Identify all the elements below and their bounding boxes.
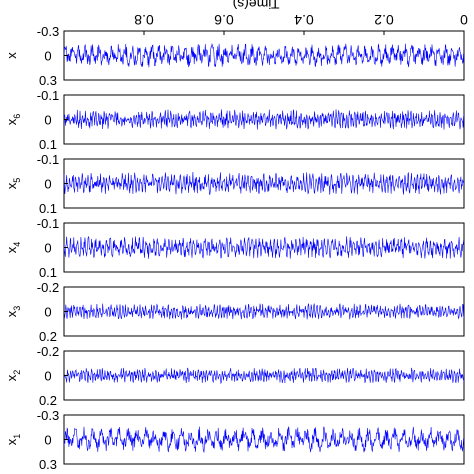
- y-tick-label-x_3-1: 0: [44, 305, 51, 320]
- y-tick-label-x_6-1: 0: [44, 113, 51, 128]
- signal-line-x_2: [63, 367, 465, 385]
- y-axis-label-main: x: [4, 246, 19, 253]
- y-tick-label-x_2-2: 0.2: [39, 393, 57, 408]
- y-axis-label-subscript: 1: [12, 434, 22, 439]
- y-tick-label-x_6-2: 0.1: [39, 137, 57, 152]
- y-axis-label-x_1: x1: [4, 434, 22, 446]
- signal-line-x: [63, 43, 465, 68]
- signal-line-x_1: [63, 426, 465, 453]
- y-tick-label-x_1-2: 0.3: [39, 457, 57, 472]
- y-axis-label-subscript: 3: [12, 306, 22, 311]
- panel-x_6: -0.1 0 0.1 x6: [4, 88, 465, 152]
- y-axis-label-x: x: [4, 52, 19, 59]
- x-tick-label-1: 0.2: [374, 12, 394, 28]
- y-tick-label-x_4-1: 0: [44, 241, 51, 256]
- y-tick-label-x_3-2: 0.2: [39, 329, 57, 344]
- y-tick-label-x_5-1: 0: [44, 177, 51, 192]
- y-tick-label-x_1-0: -0.3: [37, 408, 59, 423]
- panel-x_1: -0.3 0 0.3 x1: [4, 408, 465, 472]
- y-axis-label-main: x: [4, 374, 19, 381]
- y-axis-label-main: x: [4, 52, 19, 59]
- panel-x_2: -0.2 0 0.2 x2: [4, 344, 465, 408]
- y-axis-label-main: x: [4, 310, 19, 317]
- panels-group: -0.300.3x1-0.200.2x2-0.200.2x3-0.100.1x4…: [4, 24, 465, 472]
- y-tick-label-x_5-2: 0.1: [39, 201, 57, 216]
- y-tick-label-x_2-0: -0.2: [37, 344, 59, 359]
- signal-line-x_6: [63, 109, 465, 130]
- y-tick-label-x_6-0: -0.1: [37, 88, 59, 103]
- y-axis-label-main: x: [4, 182, 19, 189]
- y-tick-label-x_2-1: 0: [44, 369, 51, 384]
- x-tick-label-2: 0.4: [294, 12, 314, 28]
- y-axis-label-x_3: x3: [4, 306, 22, 318]
- panel-x: -0.3 0 0.3 x: [4, 24, 465, 88]
- panel-x_5: -0.1 0 0.1 x5: [4, 152, 465, 216]
- y-axis-label-main: x: [4, 438, 19, 445]
- y-axis-label-main: x: [4, 118, 19, 125]
- y-axis-label-subscript: 6: [12, 114, 22, 119]
- y-axis-label-subscript: 2: [12, 370, 22, 375]
- y-axis-label-subscript: 5: [12, 178, 22, 183]
- y-axis-label-x_5: x5: [4, 178, 22, 190]
- y-tick-label-x-0: -0.3: [37, 24, 59, 39]
- signal-line-x_3: [63, 303, 465, 320]
- x-tick-label-3: 0.6: [214, 12, 234, 28]
- y-axis-label-subscript: 4: [12, 242, 22, 247]
- y-axis-label-x_2: x2: [4, 370, 22, 382]
- y-axis-label-x_6: x6: [4, 114, 22, 126]
- y-tick-label-x-1: 0: [44, 49, 51, 64]
- signal-line-x_4: [63, 235, 465, 259]
- y-tick-label-x_1-1: 0: [44, 433, 51, 448]
- signal-line-x_5: [63, 171, 465, 196]
- y-tick-label-x_5-0: -0.1: [37, 152, 59, 167]
- y-tick-label-x_4-0: -0.1: [37, 216, 59, 231]
- y-tick-label-x_4-2: 0.1: [39, 265, 57, 280]
- panel-x_3: -0.2 0 0.2 x3: [4, 280, 465, 344]
- x-tick-label-0: 0: [460, 12, 468, 28]
- y-tick-label-x-2: 0.3: [39, 73, 57, 88]
- x-tick-label-4: 0.8: [134, 12, 154, 28]
- x-axis-label: Time(s): [233, 0, 280, 12]
- x-axis: 0 0.2 0.4 0.6 0.8: [134, 12, 468, 35]
- y-tick-label-x_3-0: -0.2: [37, 280, 59, 295]
- panel-x_4: -0.1 0 0.1 x4: [4, 216, 465, 280]
- y-axis-label-x_4: x4: [4, 242, 22, 254]
